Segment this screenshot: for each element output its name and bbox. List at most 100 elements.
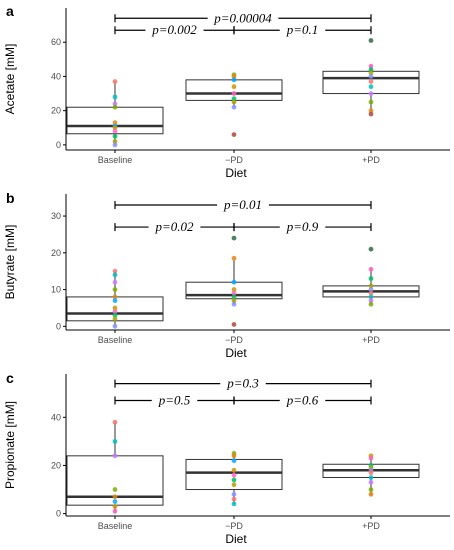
data-point	[231, 235, 237, 241]
data-point	[368, 67, 374, 72]
data-point	[231, 132, 237, 138]
data-point	[112, 268, 118, 274]
data-point	[368, 74, 374, 79]
data-point	[368, 108, 374, 114]
data-point	[231, 501, 237, 507]
p-value-label: p=0.5	[158, 392, 191, 407]
data-point	[368, 38, 374, 43]
data-point	[231, 496, 237, 502]
y-tick-label: 0	[56, 509, 61, 519]
data-point	[231, 290, 237, 296]
p-value-label: p=0.1	[286, 22, 319, 37]
significance-bracket: p=0.6	[233, 392, 372, 407]
data-point	[112, 94, 118, 100]
x-tick-label: +PD	[362, 155, 380, 165]
data-point	[231, 298, 237, 303]
y-tick-label: 20	[51, 106, 61, 116]
data-point	[368, 290, 374, 296]
data-point	[112, 79, 118, 84]
data-point	[231, 287, 237, 292]
data-point	[112, 305, 118, 311]
data-point	[231, 84, 237, 90]
x-tick-label: −PD	[225, 155, 243, 165]
data-point	[231, 91, 237, 96]
data-point	[112, 101, 118, 107]
data-point	[112, 503, 118, 509]
data-point	[112, 438, 118, 444]
data-point	[112, 279, 118, 285]
y-tick-label: 40	[51, 71, 61, 81]
data-point	[368, 283, 374, 289]
data-point	[368, 491, 374, 497]
data-point	[112, 125, 118, 131]
data-point	[112, 133, 118, 139]
panel-letter: b	[6, 190, 15, 206]
data-point	[368, 301, 374, 307]
y-tick-label: 10	[51, 285, 61, 295]
p-value-label: p=0.3	[226, 376, 259, 391]
y-axis-title: Propionate [mM]	[3, 401, 17, 489]
data-point	[231, 104, 237, 110]
data-point	[231, 77, 237, 83]
data-point	[112, 453, 118, 459]
y-axis-title: Butyrate [mM]	[3, 225, 17, 300]
data-point	[231, 96, 237, 102]
panel-letter: a	[6, 3, 14, 19]
data-point	[368, 470, 374, 476]
data-point	[231, 255, 237, 261]
x-axis-title: Diet	[225, 346, 247, 360]
y-tick-label: 0	[56, 140, 61, 150]
x-tick-label: −PD	[225, 521, 243, 531]
panel-b: b 0 10 20 30 Baseline −PD +PD Diet Butyrate [mM] p…	[3, 190, 450, 360]
panel-a: a 0 20 40 60 Baseline −PD +PD Diet Acetate [mM] p=…	[3, 3, 450, 180]
x-tick-label: Baseline	[98, 335, 133, 345]
data-point	[112, 142, 118, 148]
x-tick-label: Baseline	[98, 521, 133, 531]
data-point	[112, 287, 118, 292]
data-point	[231, 322, 237, 327]
significance-bracket: p=0.5	[114, 392, 235, 407]
data-point	[112, 316, 118, 322]
data-point	[368, 479, 374, 485]
panel-c: c 0 20 40 Baseline −PD +PD Diet Propionate [mM] p…	[3, 370, 450, 546]
data-point	[368, 84, 374, 90]
data-point	[368, 79, 374, 84]
data-point	[368, 455, 374, 461]
y-tick-label: 20	[51, 248, 61, 258]
p-value-label: p=0.00004	[213, 10, 272, 25]
data-point	[368, 246, 374, 252]
data-point	[112, 104, 118, 110]
p-value-label: p=0.002	[151, 22, 197, 37]
data-point	[231, 458, 237, 464]
significance-bracket: p=0.01	[114, 197, 372, 212]
x-tick-label: −PD	[225, 335, 243, 345]
significance-bracket: p=0.9	[233, 219, 372, 234]
data-point	[368, 91, 374, 96]
data-point	[231, 482, 237, 488]
y-tick-label: 20	[51, 460, 61, 470]
data-point	[231, 301, 237, 307]
data-point	[112, 494, 118, 500]
data-point	[112, 139, 118, 144]
data-point	[231, 294, 237, 300]
p-value-label: p=0.9	[286, 219, 319, 234]
data-point	[112, 508, 118, 514]
data-point	[231, 453, 237, 459]
data-point	[368, 487, 374, 492]
data-point	[368, 266, 374, 272]
data-point	[112, 294, 118, 300]
data-point	[231, 279, 237, 285]
data-point	[112, 487, 118, 492]
p-value-label: p=0.6	[286, 392, 319, 407]
data-point	[368, 276, 374, 281]
p-value-label: p=0.01	[223, 197, 262, 212]
data-point	[368, 70, 374, 76]
data-point	[112, 120, 118, 126]
significance-bracket: p=0.1	[233, 22, 372, 37]
data-point	[368, 99, 374, 105]
data-point	[112, 298, 118, 303]
data-point	[112, 499, 118, 504]
data-point	[368, 294, 374, 300]
data-point	[368, 111, 374, 117]
